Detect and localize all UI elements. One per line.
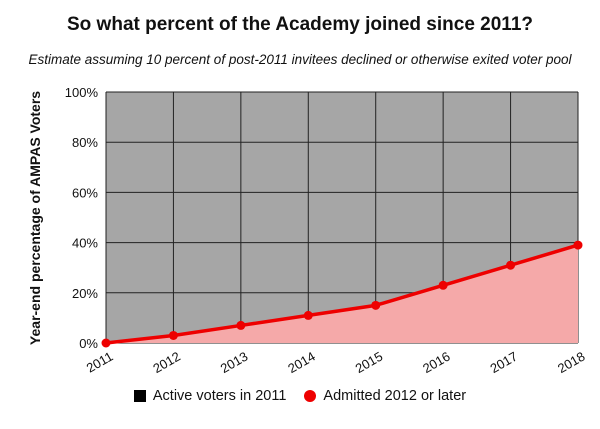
y-tick-label: 60% [72, 185, 98, 200]
y-tick-label: 0% [79, 336, 98, 351]
y-tick-label: 20% [72, 286, 98, 301]
data-point-admitted [168, 330, 178, 340]
data-point-admitted [101, 338, 111, 348]
legend-swatch-dot-icon [304, 390, 317, 402]
legend-label-admitted: Admitted 2012 or later [323, 388, 467, 404]
x-tick-label: 2018 [555, 349, 588, 376]
data-point-admitted [573, 240, 583, 250]
data-point-admitted [303, 310, 313, 320]
series-line-admitted [105, 243, 579, 345]
chart-subtitle: Estimate assuming 10 percent of post-201… [28, 52, 572, 67]
y-axis-label: Year-end percentage of AMPAS Voters [27, 91, 43, 345]
data-point-admitted [236, 320, 246, 330]
legend-item-admitted: Admitted 2012 or later [304, 388, 466, 404]
x-tick-label: 2014 [285, 349, 318, 376]
x-tick-label: 2017 [488, 349, 521, 376]
x-tick-label: 2013 [218, 349, 251, 376]
x-tick-label: 2015 [353, 349, 386, 376]
data-point-admitted [506, 260, 516, 270]
data-point-admitted [371, 300, 381, 310]
y-tick-label: 100% [65, 85, 99, 100]
data-point-admitted [438, 280, 448, 290]
y-tick-label: 40% [72, 236, 98, 251]
y-tick-label: 80% [72, 135, 98, 150]
x-tick-label: 2011 [84, 349, 116, 376]
legend-item-active-voters: Active voters in 2011 [133, 388, 287, 404]
area-admitted [106, 245, 578, 343]
legend: Active voters in 2011 Admitted 2012 or l… [0, 388, 600, 404]
x-tick-label: 2016 [420, 349, 453, 376]
x-tick-label: 2012 [150, 349, 183, 376]
chart-title: So what percent of the Academy joined si… [67, 14, 533, 35]
legend-label-active-voters: Active voters in 2011 [152, 388, 287, 404]
legend-swatch-square-icon [133, 390, 146, 402]
